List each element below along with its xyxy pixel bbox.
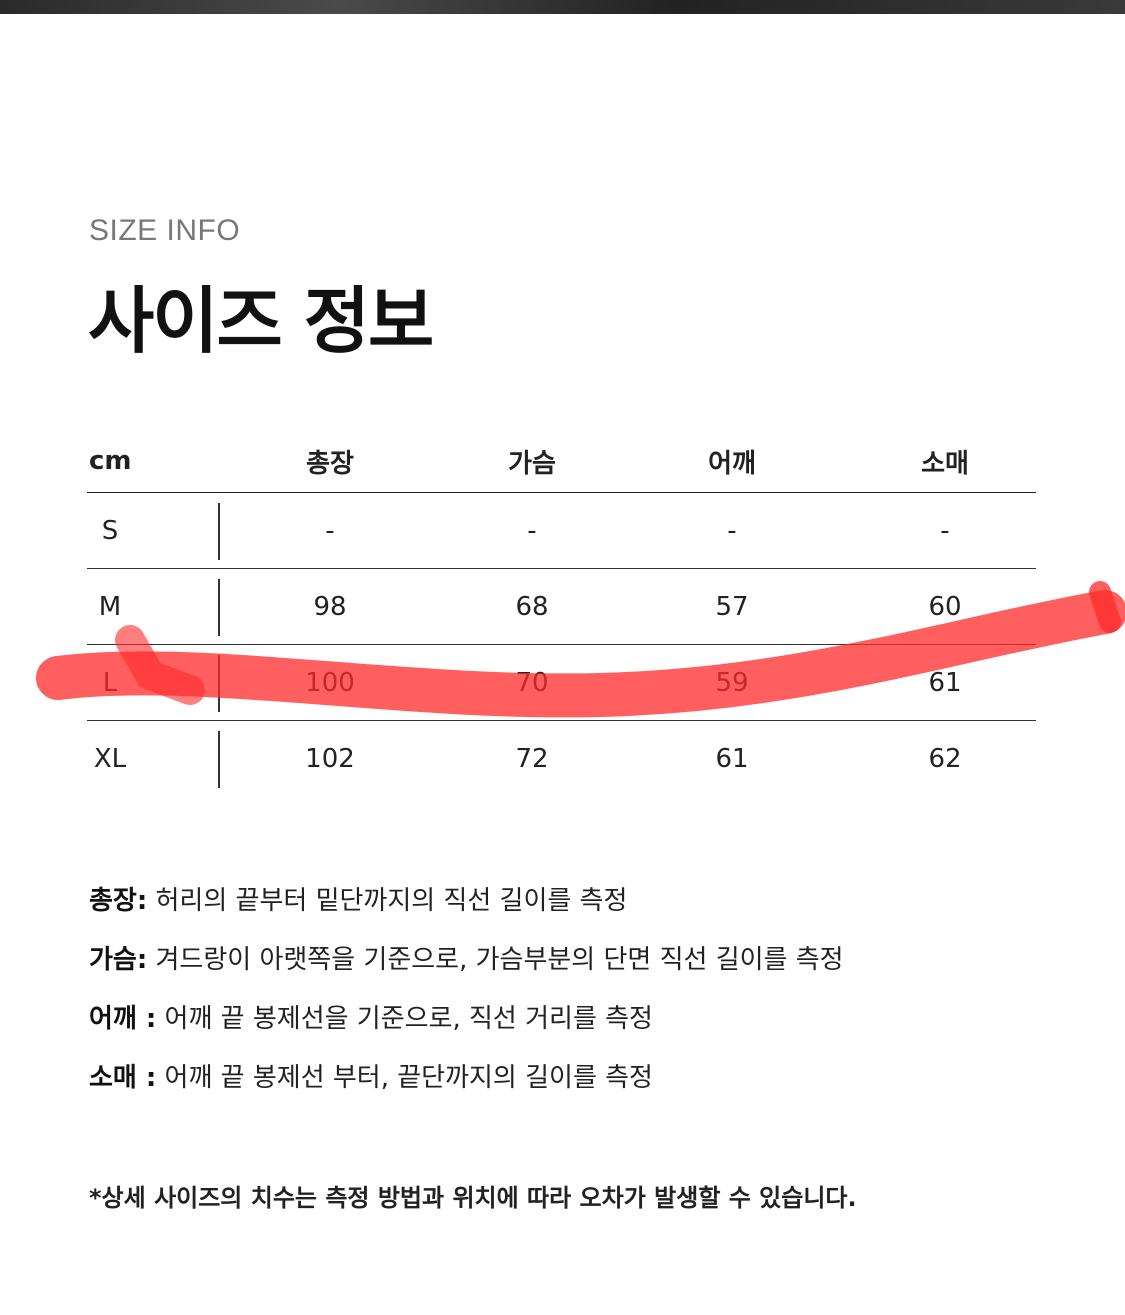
table-cell: 61 xyxy=(928,667,962,698)
note-desc: 어깨 끝 봉제선을 기준으로, 직선 거리를 측정 xyxy=(156,1004,653,1034)
table-cell: - xyxy=(527,515,537,546)
table-row: L 100 70 59 61 xyxy=(87,645,1036,721)
note-item: 소매 : 어깨 끝 봉제선 부터, 끝단까지의 길이를 측정 xyxy=(89,1057,844,1116)
size-table: cm 총장 가슴 어깨 소매 S - - - - M 98 68 57 60 L… xyxy=(87,430,1036,796)
table-cell: - xyxy=(940,515,950,546)
table-cell: 100 xyxy=(305,667,355,698)
column-header: 총장 xyxy=(306,448,354,479)
divider xyxy=(218,655,220,712)
note-desc: 허리의 끝부터 밑단까지의 직선 길이를 측정 xyxy=(147,886,628,916)
note-item: 가슴: 겨드랑이 아랫쪽을 기준으로, 가슴부분의 단면 직선 길이를 측정 xyxy=(89,939,844,998)
table-row: S - - - - xyxy=(87,493,1036,569)
table-cell: - xyxy=(727,515,737,546)
note-term: 총장: xyxy=(89,886,148,916)
size-label: L xyxy=(102,667,118,698)
table-cell: 102 xyxy=(305,743,355,774)
divider xyxy=(218,503,220,560)
table-header-row: cm 총장 가슴 어깨 소매 xyxy=(87,430,1036,493)
size-label: S xyxy=(101,515,119,546)
disclaimer: *상세 사이즈의 치수는 측정 방법과 위치에 따라 오차가 발생할 수 있습니… xyxy=(89,1184,857,1212)
note-item: 총장: 허리의 끝부터 밑단까지의 직선 길이를 측정 xyxy=(89,880,844,939)
measurement-notes: 총장: 허리의 끝부터 밑단까지의 직선 길이를 측정 가슴: 겨드랑이 아랫쪽… xyxy=(89,880,844,1116)
table-cell: 61 xyxy=(715,743,749,774)
table-row: M 98 68 57 60 xyxy=(87,569,1036,645)
column-header: 소매 xyxy=(921,448,969,479)
table-cell: 62 xyxy=(928,743,962,774)
table-cell: 98 xyxy=(313,591,347,622)
note-term: 어깨 : xyxy=(89,1004,157,1034)
size-label: XL xyxy=(93,743,127,774)
size-label: M xyxy=(98,591,122,622)
table-row: XL 102 72 61 62 xyxy=(87,721,1036,796)
table-cell: 72 xyxy=(515,743,549,774)
page-title: 사이즈 정보 xyxy=(88,279,434,363)
note-item: 어깨 : 어깨 끝 봉제선을 기준으로, 직선 거리를 측정 xyxy=(89,998,844,1057)
section-subtitle: SIZE INFO xyxy=(89,214,241,247)
divider xyxy=(218,579,220,636)
table-cell: 70 xyxy=(515,667,549,698)
product-image-bottom-edge xyxy=(0,0,1125,14)
note-desc: 겨드랑이 아랫쪽을 기준으로, 가슴부분의 단면 직선 길이를 측정 xyxy=(147,945,844,975)
note-term: 가슴: xyxy=(89,945,148,975)
divider xyxy=(218,731,220,788)
table-cell: 68 xyxy=(515,591,549,622)
table-cell: 60 xyxy=(928,591,962,622)
column-header: 가슴 xyxy=(508,448,556,479)
column-header: 어깨 xyxy=(708,448,756,479)
table-cell: 59 xyxy=(715,667,749,698)
note-desc: 어깨 끝 봉제선 부터, 끝단까지의 길이를 측정 xyxy=(156,1063,653,1093)
table-cell: - xyxy=(325,515,335,546)
note-term: 소매 : xyxy=(89,1063,157,1093)
table-cell: 57 xyxy=(715,591,749,622)
column-header: cm xyxy=(89,446,132,476)
